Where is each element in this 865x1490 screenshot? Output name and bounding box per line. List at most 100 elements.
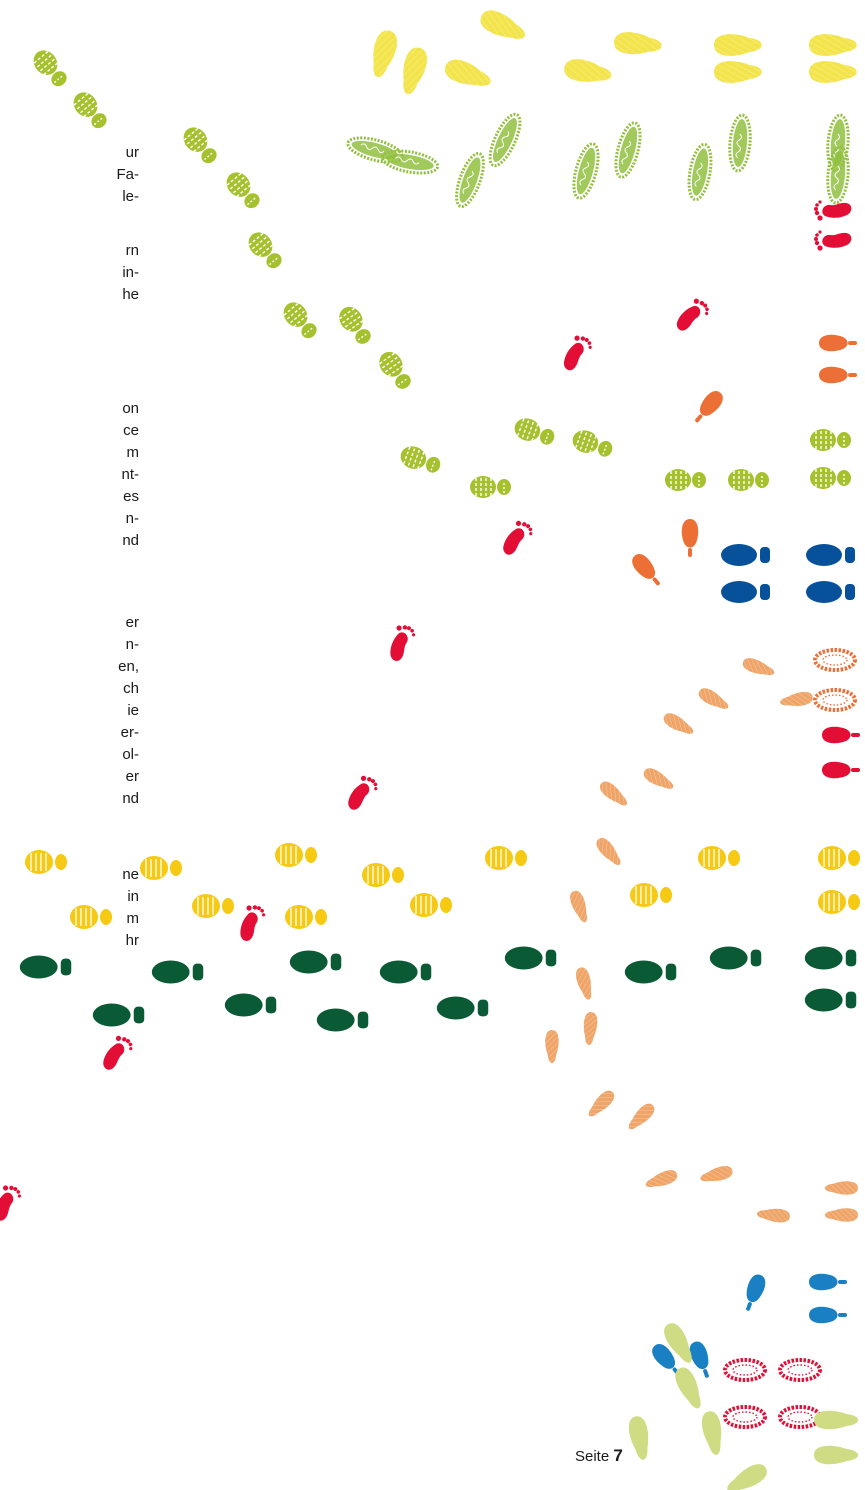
line-fragment: ie [127, 702, 139, 719]
line-fragment: hr [125, 932, 139, 949]
barefoot-icon [814, 230, 852, 251]
footprint-icon [596, 838, 621, 866]
line-fragment: nd [122, 790, 139, 807]
sneaker-icon [810, 429, 851, 451]
barefoot-icon [348, 775, 378, 810]
line-fragment: le- [122, 188, 139, 205]
footprint-icon [663, 713, 694, 734]
footprint-icon [814, 1410, 859, 1430]
barefoot-icon [240, 905, 266, 941]
line-fragment: in [127, 888, 139, 905]
fuzzy-slipper-icon [826, 145, 850, 205]
shoe-sole-icon [504, 946, 557, 970]
fuzzy-slipper-icon [728, 113, 752, 173]
shoe-sole-icon [92, 1003, 145, 1027]
sneaker-icon [778, 1405, 822, 1429]
sneaker-icon [630, 883, 672, 907]
shoe-sole-icon [224, 993, 277, 1017]
footprint-icon [814, 1445, 859, 1465]
line-fragment: ne [122, 866, 139, 883]
sneaker-icon [183, 127, 217, 164]
fuzzy-slipper-icon [614, 121, 642, 179]
sneaker-icon [818, 846, 860, 870]
sneaker-icon [572, 430, 613, 457]
footprint-icon [628, 1103, 655, 1130]
barefoot-icon [503, 520, 533, 555]
page-number: 7 [613, 1446, 623, 1465]
line-fragment: en, [118, 658, 139, 675]
line-fragment: nd [122, 532, 139, 549]
footprint-icon [570, 890, 587, 923]
heel-icon [819, 334, 857, 352]
sneaker-icon [192, 894, 234, 918]
sneaker-icon [140, 856, 182, 880]
shoe-sole-icon [316, 1008, 369, 1032]
footprint-icon [714, 61, 762, 83]
shoe-sole-icon [19, 955, 72, 979]
heel-icon [746, 1274, 766, 1311]
sneaker-icon [70, 905, 112, 929]
line-fragment: n- [125, 510, 139, 527]
barefoot-icon [390, 625, 416, 661]
barefoot-icon [814, 200, 852, 221]
shoe-sole-icon [804, 988, 857, 1012]
footprint-icon [628, 1416, 649, 1460]
footprint-icon [809, 34, 857, 56]
footprint-icon [614, 32, 662, 55]
footprint-icon [824, 1181, 858, 1195]
barefoot-icon [103, 1035, 133, 1070]
sneaker-icon [698, 846, 740, 870]
shoe-sole-icon [624, 960, 677, 984]
heel-icon [809, 1306, 847, 1324]
footprint-icon [727, 1464, 767, 1490]
heel-icon [632, 554, 660, 586]
sneaker-icon [810, 467, 851, 489]
shoe-sole-icon [721, 581, 770, 603]
footprint-icon [675, 1367, 701, 1409]
heel-icon [681, 519, 699, 557]
line-fragment: Fa- [116, 166, 140, 183]
footprint-icon [700, 1165, 733, 1182]
footprint-icon [809, 61, 857, 83]
heel-icon [822, 726, 860, 744]
sneaker-icon [410, 893, 452, 917]
footprint-icon [698, 688, 729, 709]
line-fragment: er [125, 614, 139, 631]
sneaker-icon [723, 1358, 767, 1382]
footprint-icon [645, 1170, 678, 1187]
sneaker-icon [728, 469, 769, 491]
footprint-icon [373, 30, 398, 78]
barefoot-icon [563, 335, 592, 371]
sneaker-icon [339, 306, 371, 344]
sneaker-icon [25, 850, 67, 874]
sneaker-icon [285, 905, 327, 929]
shoe-sole-icon [436, 996, 489, 1020]
line-fragment: rn [125, 242, 139, 259]
line-fragment: ch [123, 680, 139, 697]
sneaker-icon [283, 302, 317, 339]
footprint-icon [714, 34, 762, 56]
shoe-sole-icon [806, 581, 855, 603]
line-fragment: nt- [121, 466, 139, 483]
line-fragment: er [125, 768, 139, 785]
footprint-icon [600, 781, 628, 806]
barefoot-icon [0, 1185, 22, 1221]
footprint-icon [583, 1012, 598, 1046]
sneaker-icon [485, 846, 527, 870]
footprint-icon [780, 691, 813, 706]
sneaker-icon [362, 863, 404, 887]
sneaker-icon [818, 890, 860, 914]
line-fragment: m [126, 910, 140, 927]
fuzzy-slipper-icon [572, 142, 600, 200]
heel-icon [809, 1273, 847, 1291]
footprint-icon [643, 768, 674, 789]
shoe-sole-icon [721, 544, 770, 566]
fuzzy-slipper-icon [380, 149, 440, 175]
sneaker-icon [275, 843, 317, 867]
footprint-icon [444, 59, 491, 86]
line-fragment: m [126, 444, 140, 461]
shoe-sole-icon [151, 960, 204, 984]
fuzzy-slipper-icon [455, 151, 485, 209]
sneaker-icon [33, 50, 67, 87]
